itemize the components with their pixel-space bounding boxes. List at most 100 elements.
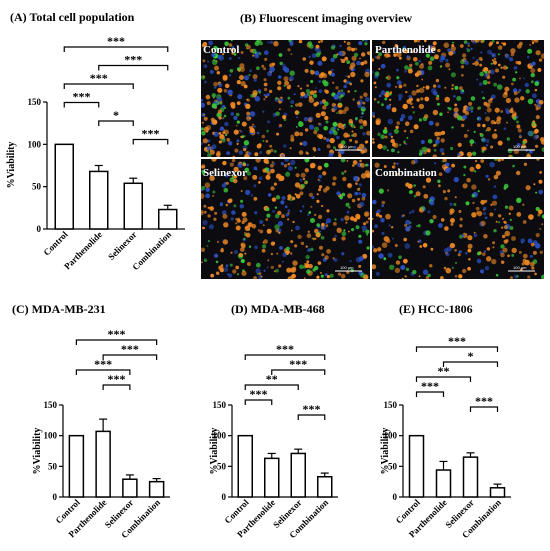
cell-dot: [480, 51, 483, 54]
cell-dot: [503, 127, 507, 130]
cell-dot: [201, 261, 203, 264]
cell-dot: [344, 170, 347, 173]
cell-dot: [506, 121, 508, 124]
cell-dot: [378, 52, 382, 56]
cell-dot: [522, 220, 527, 224]
cell-dot: [462, 53, 467, 58]
cell-dot: [220, 134, 224, 138]
cell-dot: [476, 117, 480, 120]
bar-parthenolide: [89, 170, 109, 230]
cell-dot: [233, 129, 239, 135]
cell-dot: [216, 96, 223, 103]
cell-dot: [491, 52, 497, 58]
cell-dot: [416, 225, 418, 228]
cell-dot: [321, 222, 325, 227]
cell-dot: [476, 59, 479, 62]
cell-dot: [453, 176, 459, 183]
cell-dot: [416, 84, 419, 88]
cell-dot: [266, 149, 271, 155]
cell-dot: [291, 273, 297, 279]
cell-dot: [211, 103, 217, 109]
y-tick-label: 0: [393, 492, 398, 502]
cell-dot: [233, 115, 238, 121]
cell-dot: [467, 42, 470, 45]
cell-dot: [313, 155, 316, 157]
cell-dot: [476, 211, 479, 214]
cell-dot: [500, 110, 504, 113]
cell-dot: [211, 159, 217, 162]
cell-dot: [493, 229, 497, 233]
cell-dot: [457, 152, 461, 157]
cell-dot: [444, 226, 449, 231]
cell-dot: [213, 81, 218, 87]
cell-dot: [308, 55, 312, 59]
cell-dot: [245, 189, 251, 196]
y-tick-label: 50: [388, 461, 398, 471]
cell-dot: [527, 98, 534, 105]
cell-dot: [448, 167, 452, 171]
cell-dot: [408, 95, 412, 99]
cell-dot: [202, 59, 206, 63]
cell-dot: [358, 119, 364, 124]
cell-dot: [400, 114, 406, 119]
cell-dot: [472, 201, 475, 205]
scale-bar-label: 100 µm: [513, 144, 527, 149]
cell-dot: [332, 121, 338, 127]
cell-dot: [402, 103, 408, 110]
cell-dot: [487, 49, 492, 55]
cell-dot: [469, 139, 475, 145]
cell-dot: [490, 203, 493, 206]
cell-dot: [355, 117, 358, 120]
cell-dot: [512, 116, 517, 121]
cell-dot: [417, 240, 420, 243]
cell-dot: [263, 98, 266, 101]
cell-dot: [236, 142, 239, 145]
cell-dot: [467, 44, 470, 47]
cell-dot: [344, 106, 349, 112]
cell-dot: [222, 75, 228, 81]
significance-label: ***: [303, 402, 321, 416]
cell-dot: [325, 222, 328, 225]
cell-dot: [252, 74, 258, 80]
cell-dot: [314, 213, 317, 216]
cell-dot: [212, 194, 215, 197]
cell-dot: [364, 40, 368, 42]
cell-dot: [458, 210, 462, 213]
cell-dot: [389, 264, 395, 270]
cell-dot: [372, 218, 374, 220]
cell-dot: [411, 209, 415, 213]
cell-dot: [486, 247, 491, 251]
cell-dot: [480, 220, 486, 226]
cell-dot: [427, 273, 431, 278]
fluorescent-image-combination: Combination 100 µm: [372, 159, 544, 279]
cell-dot: [341, 252, 345, 256]
cell-dot: [539, 250, 543, 254]
cell-dot: [245, 232, 251, 238]
cell-dot: [294, 182, 301, 188]
cell-dot: [209, 175, 215, 181]
cell-dot: [324, 115, 329, 121]
cell-dot: [223, 114, 227, 118]
cell-dot: [201, 193, 205, 199]
cell-dot: [305, 88, 311, 94]
cell-dot: [521, 144, 526, 149]
cell-dot: [214, 86, 217, 89]
cell-dot: [389, 103, 392, 106]
y-tick-label: 150: [384, 400, 398, 410]
cell-dot: [326, 209, 330, 213]
cell-dot: [486, 256, 492, 262]
y-tick-label: 100: [44, 431, 58, 441]
cell-dot: [374, 86, 377, 89]
cell-dot: [354, 191, 359, 196]
cell-dot: [408, 225, 412, 229]
cell-dot: [228, 43, 233, 47]
cell-dot: [366, 130, 370, 136]
cell-dot: [398, 84, 403, 89]
cell-dot: [399, 117, 404, 122]
cell-dot: [423, 193, 429, 199]
cell-dot: [386, 75, 391, 81]
cell-dot: [524, 82, 529, 88]
cell-dot: [287, 218, 290, 221]
cell-dot: [501, 42, 504, 45]
cell-dot: [219, 201, 223, 205]
